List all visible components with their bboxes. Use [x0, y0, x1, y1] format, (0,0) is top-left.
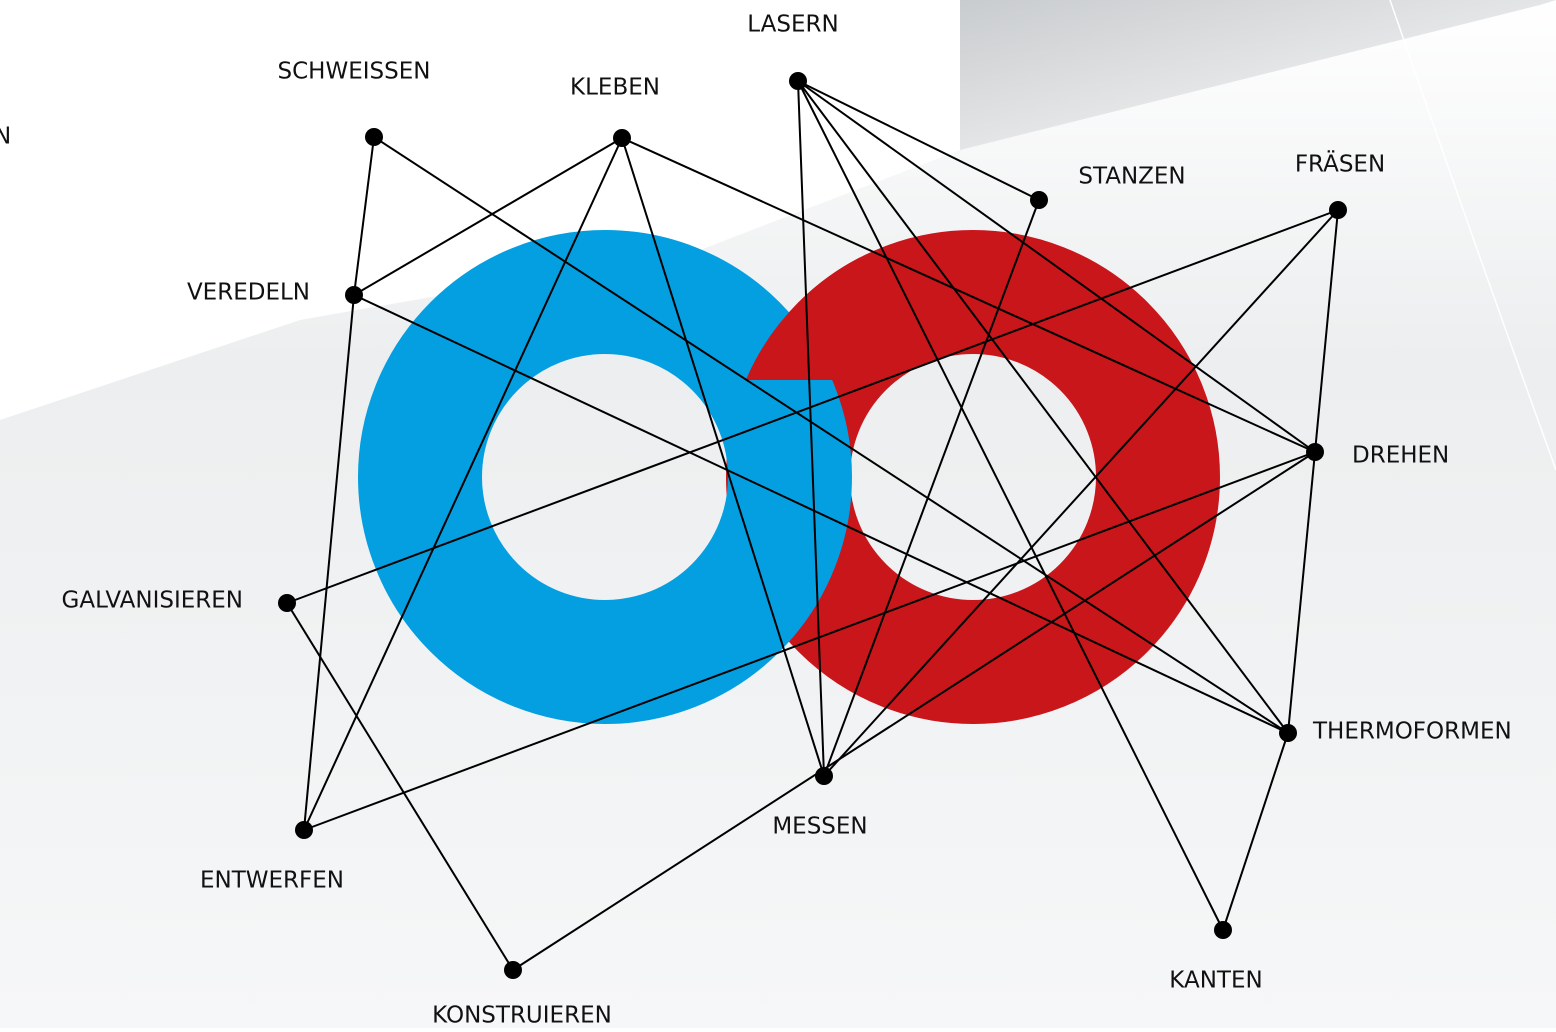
- node-label: VEREDELN: [187, 280, 310, 306]
- node-label: ENTWERFEN: [200, 868, 344, 894]
- node-dot: [365, 128, 383, 146]
- node-dot: [815, 767, 833, 785]
- node-label: KLEBEN: [570, 75, 660, 101]
- node-label: KONSTRUIEREN: [432, 1003, 612, 1029]
- node-label: DREHEN: [1352, 443, 1449, 469]
- node-dot: [1306, 443, 1324, 461]
- node-dot: [1214, 921, 1232, 939]
- diagram: N LASERN SCHWEISSEN KLEBEN STANZEN FRÄSEN VER…: [0, 0, 1556, 1028]
- node-label: THERMOFORMEN: [1312, 719, 1512, 745]
- node-dot: [613, 129, 631, 147]
- node-dot: [1279, 724, 1297, 742]
- node-label: KANTEN: [1169, 968, 1262, 994]
- node-label: STANZEN: [1078, 164, 1185, 190]
- node-dot: [345, 286, 363, 304]
- cut-label: N: [0, 124, 11, 150]
- node-dot: [789, 72, 807, 90]
- node-dot: [504, 961, 522, 979]
- node-dot: [1329, 201, 1347, 219]
- node-label: FRÄSEN: [1295, 150, 1385, 178]
- node-label: GALVANISIEREN: [62, 588, 243, 614]
- node-dot: [1030, 191, 1048, 209]
- node-dot: [295, 821, 313, 839]
- node-dot: [278, 594, 296, 612]
- node-label: LASERN: [747, 12, 838, 38]
- node-label: SCHWEISSEN: [278, 59, 431, 85]
- node-label: MESSEN: [772, 814, 867, 840]
